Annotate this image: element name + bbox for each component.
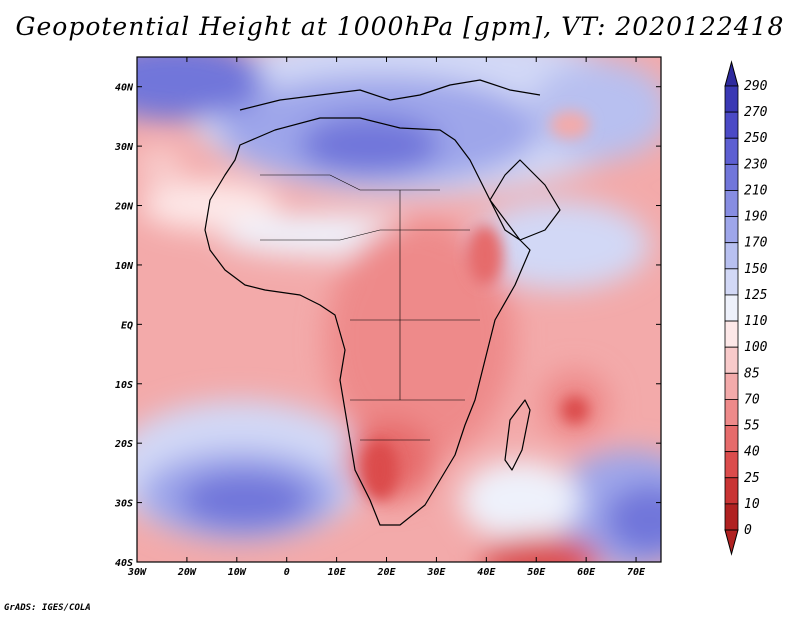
lat-tick-label: 30N — [114, 142, 134, 153]
colorbar-label: 290 — [744, 79, 768, 94]
colorbar-box — [724, 346, 739, 374]
cyclone-core — [561, 396, 589, 424]
lat-axis: 40N 30N 20N 10N EQ 10S 20S 30S 40S — [114, 83, 661, 569]
height-field — [137, 57, 661, 562]
mediterranean-north — [239, 79, 541, 111]
ethiopia-low — [467, 225, 503, 285]
colorbar-box — [724, 111, 739, 139]
colorbar-label: 170 — [744, 236, 768, 251]
io-high-core — [605, 485, 661, 555]
africa-outline — [204, 117, 531, 526]
lon-tick-label: 10E — [328, 567, 347, 578]
colorbar-box — [724, 320, 739, 348]
border-sahel — [260, 229, 470, 241]
colorbar-box — [724, 477, 739, 505]
border-sahara — [260, 174, 440, 191]
credit-label: GrADS: IGES/COLA — [4, 603, 91, 613]
lon-tick-label: 40E — [477, 567, 496, 578]
sahel-light — [140, 180, 280, 230]
madagascar-outline — [504, 399, 531, 471]
lon-axis: 30W 20W 10W 0 10E 20E 30E 40E 50E 60E 70E — [127, 57, 646, 578]
colorbar-label: 270 — [744, 105, 768, 120]
nw-high-mid — [137, 57, 265, 120]
lon-tick-label: 30E — [426, 567, 446, 578]
lat-tick-label: 10N — [115, 261, 134, 272]
lon-tick-label: 20E — [376, 567, 396, 578]
colorbar-box — [724, 190, 739, 217]
colorbar-box — [724, 451, 739, 479]
colorbar-box — [724, 294, 739, 322]
coastlines — [204, 79, 561, 526]
lon-tick-label: 10W — [228, 567, 247, 578]
lon-tick-label: 70E — [627, 567, 646, 578]
colorbar-label: 250 — [744, 131, 768, 146]
colorbar-label: 230 — [744, 157, 768, 172]
colorbar-box — [724, 425, 739, 453]
lon-tick-label: 0 — [284, 567, 290, 578]
lon-tick-label: 20W — [177, 567, 197, 578]
lon-tick-label: 50E — [527, 567, 546, 578]
lat-tick-label: 10S — [115, 380, 133, 391]
atlantic-pocket — [137, 145, 185, 185]
colorbar-label: 85 — [744, 366, 760, 381]
north-ridge-core — [300, 115, 440, 175]
colorbar-box — [724, 399, 739, 426]
arabian-sea-high — [470, 200, 650, 290]
colorbar: 2902702502302101901701501251101008570554… — [724, 60, 768, 556]
colorbar-label: 190 — [744, 210, 768, 225]
colorbar-label: 10 — [744, 497, 760, 512]
madagascar-ridge — [460, 460, 580, 540]
sa-high-core — [180, 472, 310, 528]
colorbar-label: 0 — [744, 523, 752, 538]
lat-tick-label: 40N — [115, 83, 134, 94]
colorbar-box — [724, 268, 739, 296]
colorbar-box — [724, 372, 739, 400]
colorbar-box — [724, 216, 739, 244]
kalahari-low — [362, 440, 398, 500]
colorbar-label: 25 — [744, 471, 760, 486]
south-low — [480, 535, 600, 562]
ne-high — [530, 60, 661, 160]
lat-tick-label: 20N — [114, 202, 134, 213]
colorbar-label: 210 — [744, 183, 768, 198]
colorbar-label: 40 — [744, 445, 760, 460]
colorbar-box — [724, 503, 739, 531]
colorbar-box — [724, 85, 739, 113]
plot-frame — [136, 56, 662, 563]
colorbar-box — [724, 242, 739, 270]
lon-tick-label: 30W — [127, 567, 147, 578]
colorbar-box — [724, 137, 739, 165]
map-title: Geopotential Height at 1000hPa [gpm], VT… — [15, 12, 785, 41]
iran-low — [550, 111, 590, 139]
colorbar-label: 70 — [744, 392, 760, 407]
borders — [260, 174, 480, 441]
colorbar-label: 125 — [744, 288, 768, 303]
lat-tick-label: 20S — [114, 439, 133, 450]
lat-tick-label: 30S — [114, 499, 133, 510]
lat-tick-label: EQ — [121, 320, 133, 331]
colorbar-box — [724, 163, 739, 191]
colorbar-bottom-arrow — [724, 529, 739, 556]
lat-tick-label: 40S — [115, 558, 133, 569]
colorbar-label: 55 — [744, 419, 760, 434]
colorbar-label: 150 — [744, 262, 768, 277]
colorbar-top-arrow — [724, 60, 739, 87]
colorbar-label: 110 — [744, 314, 768, 329]
colorbar-label: 100 — [744, 340, 768, 355]
lon-tick-label: 60E — [577, 567, 596, 578]
arabia-outline — [489, 159, 561, 241]
